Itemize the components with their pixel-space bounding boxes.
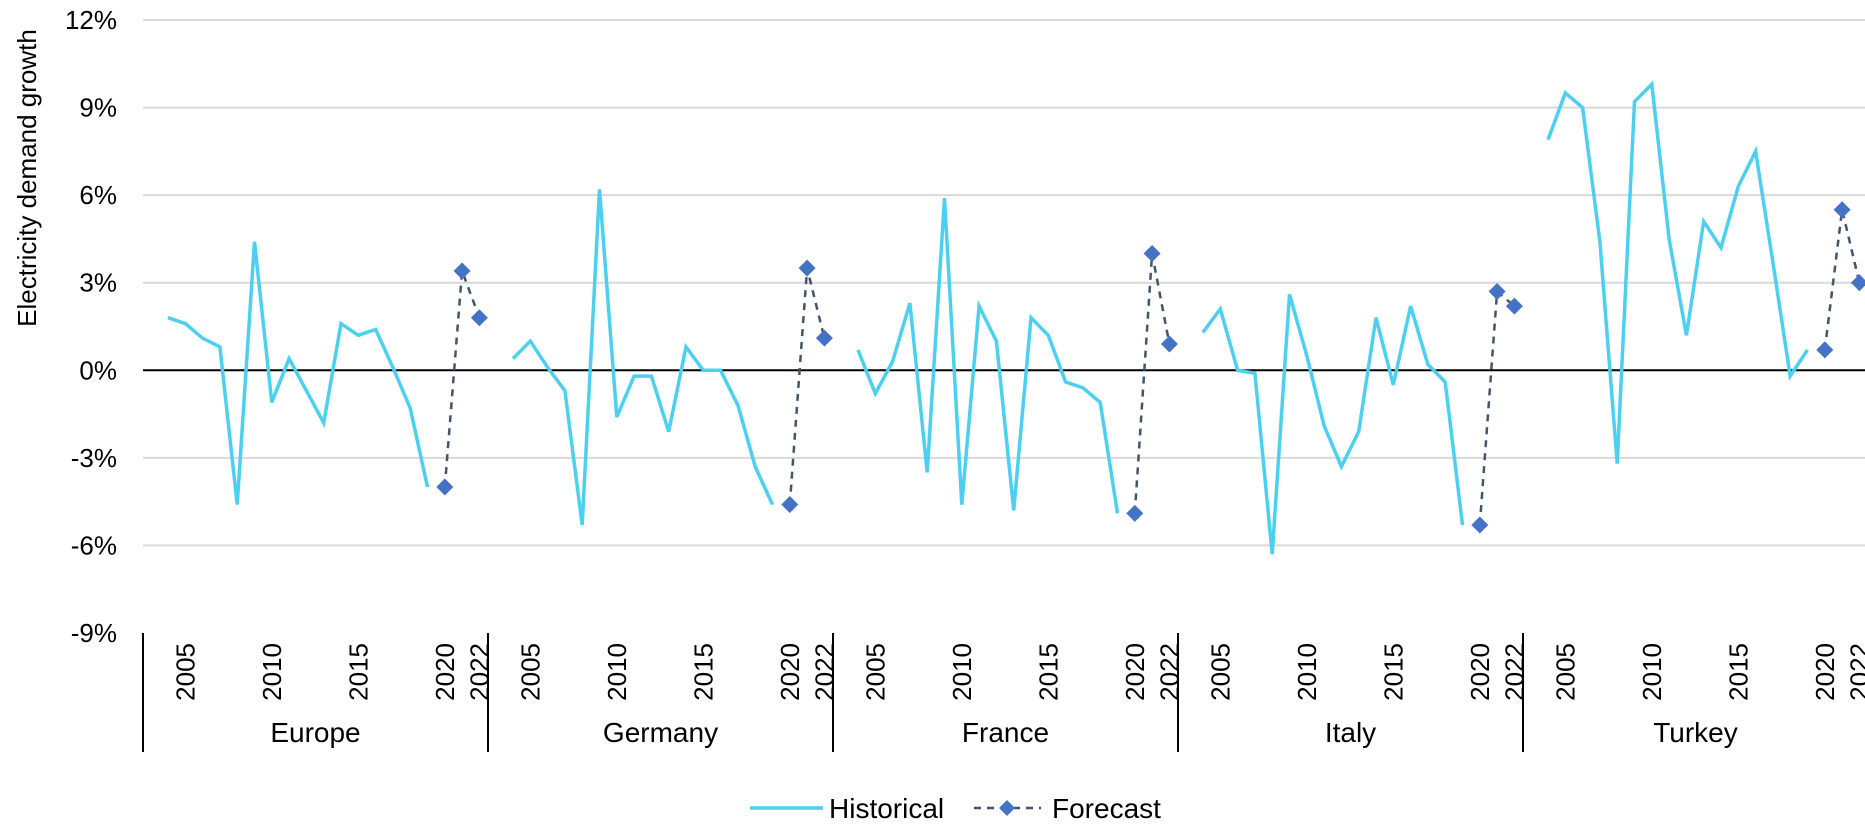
x-axis <box>142 369 1865 752</box>
x-tick-label: 2020 <box>1810 643 1840 701</box>
forecast-point <box>1143 245 1161 263</box>
x-tick-label: 2015 <box>343 643 373 701</box>
x-axis-group-labels: Europe Germany France Italy Turkey <box>270 717 1737 748</box>
group-label-europe: Europe <box>270 717 360 748</box>
x-tick-label: 2015 <box>1378 643 1408 701</box>
forecast-line-france <box>1133 253 1171 514</box>
forecast-line-italy <box>1478 288 1516 526</box>
x-tick-label: 2022 <box>464 643 494 701</box>
x-tick-label: 2005 <box>515 643 545 701</box>
y-tick-label: 3% <box>79 268 117 298</box>
x-tick-label: 2022 <box>809 643 839 701</box>
legend: Historical Forecast <box>750 793 1161 824</box>
forecast-point <box>1816 341 1834 359</box>
x-tick-label: 2022 <box>1844 643 1865 701</box>
legend-forecast-label: Forecast <box>1052 793 1161 824</box>
x-tick-label: 2015 <box>688 643 718 701</box>
x-tick-label: 2010 <box>257 643 287 701</box>
x-tick-label: 2020 <box>1120 643 1150 701</box>
forecast-point <box>453 262 471 280</box>
historical-line-europe <box>167 241 430 505</box>
x-axis-tick-labels: 2005 2010 2015 2020 2022 2005 2010 2015 2020 2022… <box>170 643 1865 701</box>
x-tick-label: 2020 <box>1465 643 1495 701</box>
forecast-point <box>470 309 488 327</box>
forecast-line-europe <box>443 270 481 488</box>
legend-historical-label: Historical <box>829 793 944 824</box>
y-tick-label: 9% <box>79 93 117 123</box>
y-axis-label: Electricity demand growth <box>12 29 42 327</box>
forecast-point <box>436 478 454 496</box>
legend-forecast-marker <box>999 800 1015 816</box>
x-tick-label: 2010 <box>1637 643 1667 701</box>
forecast-point <box>1160 335 1178 353</box>
series <box>167 80 1865 555</box>
historical-line-italy <box>1201 293 1465 555</box>
forecast-line-germany <box>788 267 826 505</box>
x-tick-label: 2005 <box>170 643 200 701</box>
x-tick-label: 2005 <box>860 643 890 701</box>
x-tick-label: 2020 <box>430 643 460 701</box>
historical-line-germany <box>511 189 775 526</box>
forecast-point <box>798 259 816 277</box>
x-tick-label: 2015 <box>1033 643 1063 701</box>
group-label-italy: Italy <box>1325 717 1376 748</box>
group-label-turkey: Turkey <box>1653 717 1738 748</box>
x-tick-label: 2015 <box>1723 643 1753 701</box>
y-axis-tick-labels: 12% 9% 6% 3% 0% -3% -6% -9% <box>65 5 117 648</box>
group-label-germany: Germany <box>603 717 718 748</box>
y-tick-label: -3% <box>71 443 117 473</box>
forecast-point <box>815 329 833 347</box>
x-tick-label: 2022 <box>1499 643 1529 701</box>
x-tick-label: 2010 <box>602 643 632 701</box>
historical-line-france <box>856 197 1120 514</box>
group-label-france: France <box>962 717 1049 748</box>
forecast-point <box>1488 282 1506 300</box>
forecast-point <box>1505 297 1523 315</box>
x-tick-label: 2010 <box>1292 643 1322 701</box>
y-tick-label: -9% <box>71 618 117 648</box>
x-tick-label: 2022 <box>1154 643 1184 701</box>
y-tick-label: 12% <box>65 5 117 35</box>
x-tick-label: 2005 <box>1205 643 1235 701</box>
forecast-point <box>1126 504 1144 522</box>
forecast-point <box>1471 516 1489 534</box>
gridlines <box>143 19 1865 547</box>
forecast-point <box>1850 274 1865 292</box>
y-tick-label: 0% <box>79 355 117 385</box>
forecast-point <box>1833 201 1851 219</box>
historical-line-turkey <box>1546 80 1809 464</box>
y-tick-label: -6% <box>71 530 117 560</box>
x-tick-label: 2020 <box>775 643 805 701</box>
x-tick-label: 2005 <box>1550 643 1580 701</box>
forecast-point <box>781 496 799 514</box>
y-tick-label: 6% <box>79 180 117 210</box>
x-tick-label: 2010 <box>947 643 977 701</box>
